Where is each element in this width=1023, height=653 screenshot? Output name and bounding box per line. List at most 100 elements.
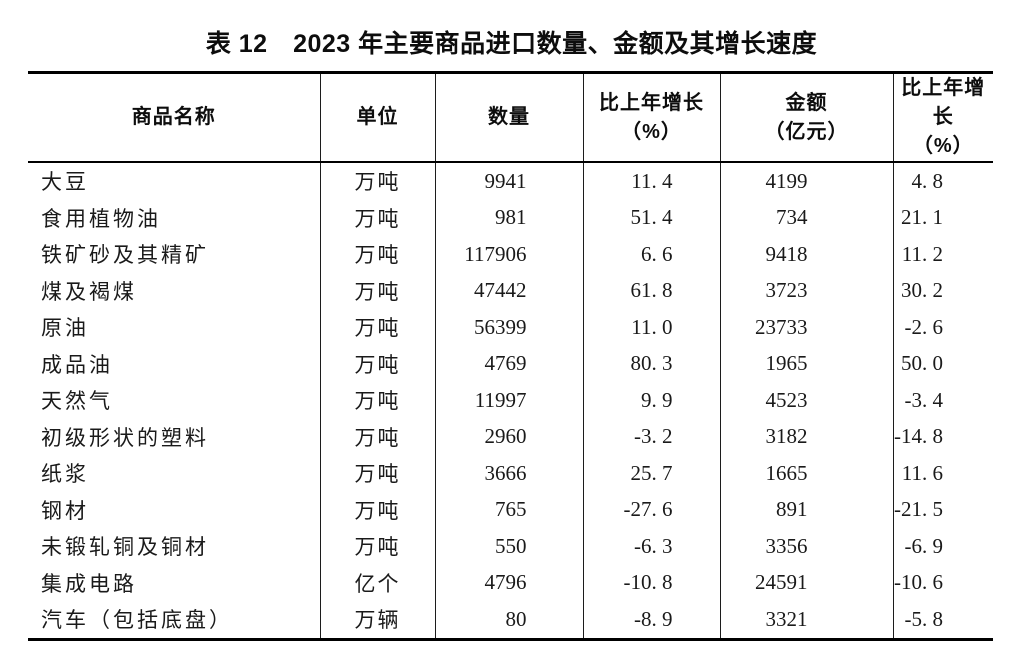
table-body: 大豆 万吨 9941 11. 4 4199 4. 8 食用植物油 万吨 981 … (28, 162, 993, 639)
header-row: 商品名称 单位 数量 比上年增长 （%） 金额 （亿元） 比上年增长 （%） (28, 72, 993, 163)
unit-cell: 万吨 (319, 491, 435, 528)
commodity-name-cell: 纸浆 (41, 462, 89, 487)
quantity-cell: 11997 (434, 382, 583, 419)
amount-cell: 3356 (719, 528, 893, 565)
table-row: 铁矿砂及其精矿 万吨 117906 6. 6 9418 11. 2 (28, 236, 993, 273)
quantity-growth-cell: -10. 8 (582, 564, 720, 601)
header-commodity-name: 商品名称 (28, 72, 320, 163)
amount-growth-cell: 11. 6 (892, 455, 993, 492)
header-amount: 金额 （亿元） (719, 72, 893, 163)
table-row: 天然气 万吨 11997 9. 9 4523 -3. 4 (28, 382, 993, 419)
unit-cell: 万吨 (319, 162, 435, 200)
quantity-cell: 3666 (434, 455, 583, 492)
commodity-name-cell: 煤及褐煤 (41, 279, 137, 304)
quantity-growth-cell: 6. 6 (582, 236, 720, 273)
commodity-name-cell: 未锻轧铜及铜材 (41, 535, 209, 560)
quantity-growth-cell: -27. 6 (582, 491, 720, 528)
quantity-cell: 47442 (434, 272, 583, 309)
amount-cell: 4199 (719, 162, 893, 200)
header-unit: 单位 (319, 72, 435, 163)
quantity-cell: 2960 (434, 418, 583, 455)
unit-cell: 万吨 (319, 382, 435, 419)
header-label: 比上年增长 (901, 77, 986, 128)
quantity-growth-cell: 9. 9 (582, 382, 720, 419)
unit-cell: 万吨 (319, 455, 435, 492)
quantity-growth-cell: -6. 3 (582, 528, 720, 565)
commodity-name-cell: 汽车（包括底盘） (41, 608, 233, 633)
quantity-growth-cell: 11. 0 (582, 309, 720, 346)
amount-cell: 3321 (719, 601, 893, 639)
unit-cell: 万吨 (319, 345, 435, 382)
amount-growth-cell: 50. 0 (892, 345, 993, 382)
quantity-cell: 56399 (434, 309, 583, 346)
quantity-cell: 4796 (434, 564, 583, 601)
commodity-name-cell: 原油 (41, 316, 89, 341)
amount-growth-cell: 11. 2 (892, 236, 993, 273)
quantity-cell: 80 (434, 601, 583, 639)
quantity-cell: 550 (434, 528, 583, 565)
commodity-name-cell: 食用植物油 (41, 206, 161, 231)
amount-cell: 734 (719, 199, 893, 236)
import-commodities-table: 商品名称 单位 数量 比上年增长 （%） 金额 （亿元） 比上年增长 （%） (28, 71, 993, 641)
quantity-growth-cell: 80. 3 (582, 345, 720, 382)
quantity-cell: 981 (434, 199, 583, 236)
amount-cell: 1965 (719, 345, 893, 382)
table-row: 食用植物油 万吨 981 51. 4 734 21. 1 (28, 199, 993, 236)
table-row: 集成电路 亿个 4796 -10. 8 24591 -10. 6 (28, 564, 993, 601)
header-label: 商品名称 (131, 106, 216, 128)
amount-growth-cell: -21. 5 (892, 491, 993, 528)
amount-cell: 1665 (719, 455, 893, 492)
amount-cell: 23733 (719, 309, 893, 346)
table-row: 汽车（包括底盘） 万辆 80 -8. 9 3321 -5. 8 (28, 601, 993, 639)
quantity-cell: 9941 (434, 162, 583, 200)
table-row: 原油 万吨 56399 11. 0 23733 -2. 6 (28, 309, 993, 346)
amount-cell: 24591 (719, 564, 893, 601)
amount-growth-cell: 30. 2 (892, 272, 993, 309)
commodity-name-cell: 成品油 (41, 352, 113, 377)
amount-growth-cell: 21. 1 (892, 199, 993, 236)
amount-cell: 4523 (719, 382, 893, 419)
table-row: 纸浆 万吨 3666 25. 7 1665 11. 6 (28, 455, 993, 492)
quantity-growth-cell: 51. 4 (582, 199, 720, 236)
table-row: 钢材 万吨 765 -27. 6 891 -21. 5 (28, 491, 993, 528)
table-row: 未锻轧铜及铜材 万吨 550 -6. 3 3356 -6. 9 (28, 528, 993, 565)
commodity-name-cell: 初级形状的塑料 (41, 425, 209, 450)
amount-cell: 3182 (719, 418, 893, 455)
commodity-name-cell: 天然气 (41, 389, 113, 414)
header-sublabel: （%） (912, 135, 974, 157)
commodity-name-cell: 铁矿砂及其精矿 (41, 243, 209, 268)
quantity-growth-cell: -3. 2 (582, 418, 720, 455)
header-label: 金额 (785, 91, 828, 114)
header-amount-growth: 比上年增长 （%） (892, 72, 993, 163)
header-sublabel: （%） (621, 120, 682, 143)
amount-growth-cell: -10. 6 (892, 564, 993, 601)
header-label: 单位 (356, 106, 399, 128)
unit-cell: 万吨 (319, 309, 435, 346)
table-row: 成品油 万吨 4769 80. 3 1965 50. 0 (28, 345, 993, 382)
amount-cell: 3723 (719, 272, 893, 309)
header-quantity-growth: 比上年增长 （%） (582, 72, 720, 163)
commodity-name-cell: 集成电路 (41, 571, 137, 596)
unit-cell: 万辆 (319, 601, 435, 639)
header-sublabel: （亿元） (764, 120, 849, 143)
unit-cell: 万吨 (319, 418, 435, 455)
header-quantity: 数量 (434, 72, 583, 163)
table-row: 煤及褐煤 万吨 47442 61. 8 3723 30. 2 (28, 272, 993, 309)
quantity-cell: 4769 (434, 345, 583, 382)
table-title: 表 12 2023 年主要商品进口数量、金额及其增长速度 (205, 30, 818, 58)
unit-cell: 万吨 (319, 272, 435, 309)
quantity-cell: 765 (434, 491, 583, 528)
amount-growth-cell: -14. 8 (892, 418, 993, 455)
table-row: 初级形状的塑料 万吨 2960 -3. 2 3182 -14. 8 (28, 418, 993, 455)
commodity-name-cell: 钢材 (41, 498, 89, 523)
quantity-growth-cell: 25. 7 (582, 455, 720, 492)
quantity-growth-cell: 61. 8 (582, 272, 720, 309)
table-row: 大豆 万吨 9941 11. 4 4199 4. 8 (28, 162, 993, 200)
header-label: 比上年增长 (599, 91, 704, 114)
amount-growth-cell: -3. 4 (892, 382, 993, 419)
header-label: 数量 (488, 106, 530, 128)
amount-cell: 9418 (719, 236, 893, 273)
amount-cell: 891 (719, 491, 893, 528)
unit-cell: 万吨 (319, 528, 435, 565)
